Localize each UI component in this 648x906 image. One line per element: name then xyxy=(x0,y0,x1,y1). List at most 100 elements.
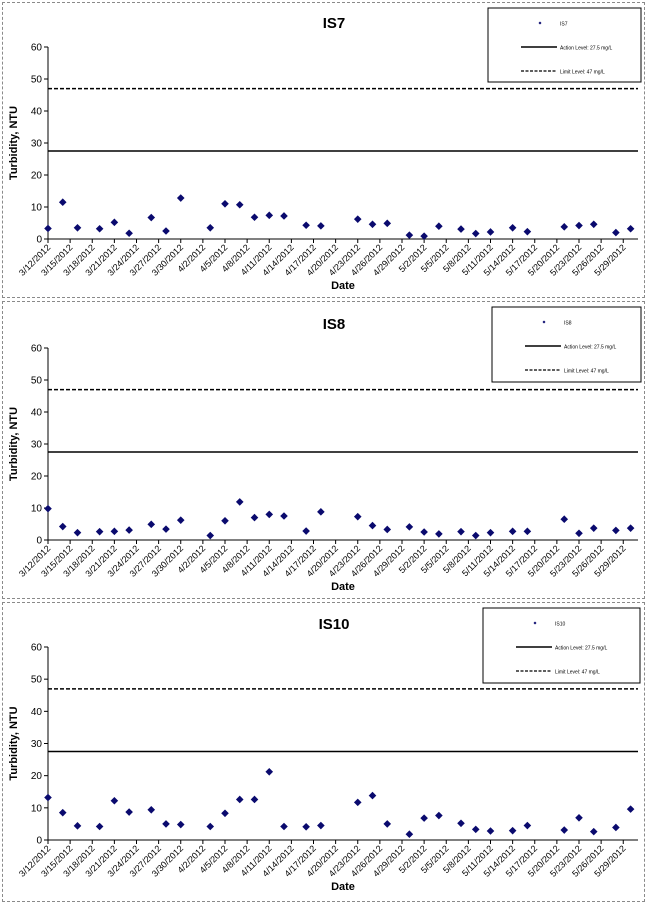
chart-title: IS8 xyxy=(323,316,346,333)
data-point xyxy=(471,531,480,540)
x-axis-title: Date xyxy=(331,881,355,893)
data-point xyxy=(162,525,170,533)
data-point xyxy=(206,224,215,232)
data-point xyxy=(626,805,635,813)
chart-title: IS7 xyxy=(323,15,346,32)
y-tick-label: 60 xyxy=(31,344,43,355)
data-point xyxy=(302,823,310,831)
y-tick-label: 0 xyxy=(36,536,42,547)
data-point xyxy=(44,504,52,513)
legend-action-label: Action Level: 27.5 mg/L xyxy=(564,345,616,351)
data-point xyxy=(471,825,480,834)
data-point xyxy=(405,523,414,531)
data-point xyxy=(265,211,274,220)
y-tick-label: 40 xyxy=(31,107,43,118)
y-tick-label: 40 xyxy=(31,707,43,718)
legend-limit-label: Limit Level: 47 mg/L xyxy=(555,670,600,676)
data-point xyxy=(95,822,104,831)
data-point xyxy=(368,521,377,530)
y-tick-label: 10 xyxy=(31,803,43,814)
data-point xyxy=(317,508,325,516)
y-tick-label: 20 xyxy=(31,771,43,782)
y-tick-label: 30 xyxy=(31,139,43,150)
data-point xyxy=(58,522,67,531)
data-point xyxy=(560,826,569,834)
data-point xyxy=(302,221,310,230)
data-point xyxy=(353,512,362,521)
x-axis-title: Date xyxy=(331,581,355,593)
data-point xyxy=(44,224,52,233)
data-point xyxy=(523,821,532,830)
data-point xyxy=(147,213,156,222)
data-point xyxy=(435,222,443,230)
data-point xyxy=(147,520,156,529)
y-tick-label: 0 xyxy=(36,235,42,246)
legend-marker xyxy=(542,320,546,324)
data-point xyxy=(176,194,185,202)
data-point xyxy=(457,225,465,233)
data-point xyxy=(235,498,244,506)
data-point xyxy=(575,221,583,230)
data-point xyxy=(162,227,170,235)
data-point xyxy=(589,827,598,836)
y-tick-label: 20 xyxy=(31,472,43,483)
data-point xyxy=(508,826,517,835)
data-point xyxy=(265,510,274,519)
data-point xyxy=(457,527,465,536)
y-tick-label: 10 xyxy=(31,504,43,515)
data-point xyxy=(523,227,532,236)
data-point xyxy=(176,516,185,524)
data-point xyxy=(221,517,229,525)
data-point xyxy=(626,224,635,233)
y-tick-label: 30 xyxy=(31,440,43,451)
y-tick-label: 20 xyxy=(31,171,43,182)
data-point xyxy=(353,215,362,223)
data-point xyxy=(280,822,288,831)
data-point xyxy=(575,814,583,822)
data-point xyxy=(368,791,377,800)
y-tick-label: 40 xyxy=(31,408,43,419)
data-point xyxy=(405,830,414,839)
data-point xyxy=(575,529,583,538)
chart-panel-is8: IS8 0 10 20 30 40 50 60 Turbidity, NTU 3/12/2012 3… xyxy=(2,301,645,599)
legend-box xyxy=(487,7,642,83)
data-point xyxy=(420,814,428,822)
y-tick-label: 50 xyxy=(31,75,43,86)
data-point xyxy=(471,229,480,238)
data-point xyxy=(353,798,362,807)
data-point xyxy=(435,811,443,820)
y-tick-label: 50 xyxy=(31,675,43,686)
data-point xyxy=(280,212,288,220)
data-point xyxy=(73,822,82,830)
data-point xyxy=(110,796,119,805)
legend-box xyxy=(491,306,642,383)
legend-limit-label: Limit Level: 47 mg/L xyxy=(564,369,609,375)
data-point xyxy=(235,200,244,209)
data-point xyxy=(368,220,377,229)
y-tick-label: 60 xyxy=(31,643,43,654)
data-point xyxy=(612,526,620,535)
data-point xyxy=(589,220,598,229)
chart-panel-is10: IS10 0 10 20 30 40 50 60 Turbidity, NTU 3/12/2012… xyxy=(2,602,645,902)
data-point xyxy=(125,526,133,534)
legend-box xyxy=(482,607,641,684)
data-point xyxy=(486,528,495,537)
y-tick-label: 30 xyxy=(31,739,43,750)
data-point xyxy=(110,527,119,536)
legend-series-label: IS7 xyxy=(560,22,568,28)
data-point xyxy=(250,513,259,522)
y-tick-label: 10 xyxy=(31,203,43,214)
data-point xyxy=(206,822,215,831)
data-point xyxy=(612,228,620,237)
legend-limit-label: Limit Level: 47 mg/L xyxy=(560,70,605,76)
data-point xyxy=(383,219,392,228)
data-point xyxy=(58,808,67,817)
data-point xyxy=(235,795,244,804)
data-point xyxy=(73,224,82,232)
data-point xyxy=(612,823,620,832)
data-point xyxy=(523,527,532,536)
data-point xyxy=(508,527,517,536)
data-point xyxy=(110,218,119,227)
data-point xyxy=(589,524,598,532)
